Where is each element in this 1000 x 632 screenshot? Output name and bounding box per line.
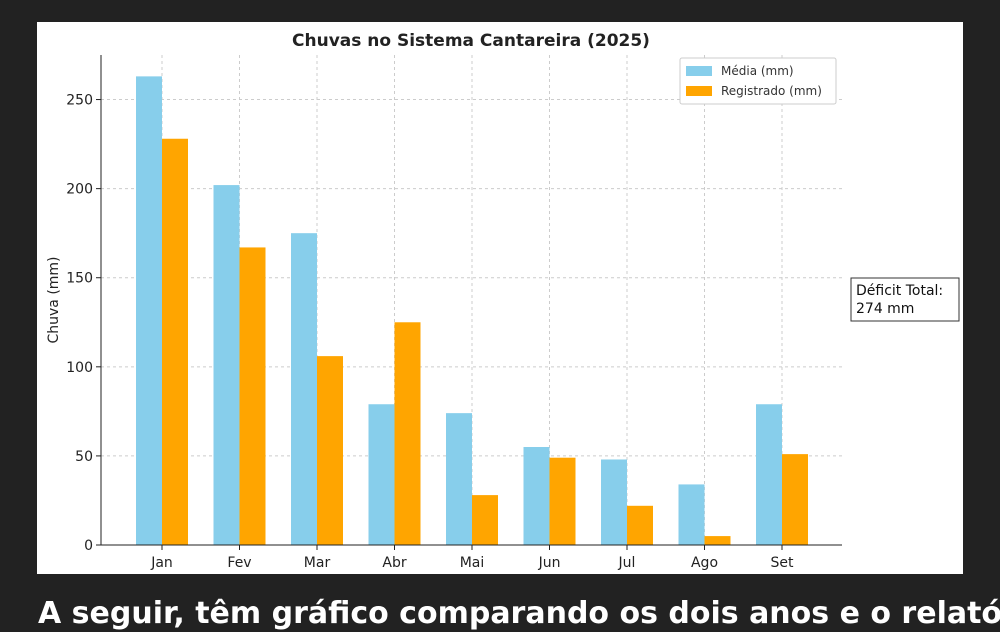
bar-media-abr [368, 404, 395, 545]
chart-title: Chuvas no Sistema Cantareira (2025) [292, 31, 650, 51]
bar-registrado-jul [627, 505, 653, 545]
bar-registrado-set [782, 454, 808, 545]
bottom-caption: A seguir, têm gráfico comparando os dois… [38, 596, 1000, 631]
x-tick-label: Ago [691, 555, 718, 571]
legend: Média (mm) Registrado (mm) [679, 57, 837, 105]
y-tick-label: 50 [75, 449, 93, 465]
x-tick-label: Set [771, 555, 795, 571]
bar-media-mar [291, 233, 317, 545]
bar-registrado-ago [704, 536, 731, 545]
bar-media-fev [213, 185, 240, 545]
annotation-box [850, 277, 960, 322]
bar-chart: 0 50 100 150 200 250 Jan Fev Mar Abr Mai Jun Jul Ago… [46, 31, 960, 571]
bar-registrado-jan [162, 138, 188, 545]
x-ticks: Jan Fev Mar Abr Mai Jun Jul Ago Set [150, 545, 794, 571]
annotation-line-2: 274 mm [856, 301, 914, 317]
bar-media-jun [523, 447, 550, 545]
bar-registrado-abr [394, 322, 421, 545]
bar-media-jul [601, 459, 627, 545]
legend-label-registrado: Registrado (mm) [721, 84, 822, 98]
annotation-line-1: Déficit Total: [856, 283, 943, 299]
legend-label-media: Média (mm) [721, 64, 794, 78]
y-tick-label: 250 [66, 93, 93, 109]
bar-registrado-jun [549, 457, 576, 545]
x-tick-label: Abr [382, 555, 406, 571]
y-tick-label: 200 [66, 182, 93, 198]
bar-registrado-mar [317, 356, 343, 545]
deficit-annotation: Déficit Total: 274 mm [850, 277, 960, 322]
bar-media-jan [136, 76, 162, 545]
y-axis-label: Chuva (mm) [46, 256, 62, 343]
x-tick-label: Mai [460, 555, 485, 571]
y-tick-label: 100 [66, 360, 93, 376]
bar-media-set [756, 404, 782, 545]
y-tick-label: 0 [84, 538, 93, 554]
y-tick-label: 150 [66, 271, 93, 287]
bar-media-mai [446, 413, 472, 545]
x-tick-label: Jul [618, 555, 636, 571]
x-tick-label: Mar [304, 555, 331, 571]
bar-registrado-mai [472, 495, 498, 545]
x-tick-label: Fev [227, 555, 251, 571]
bar-registrado-fev [239, 247, 266, 545]
x-tick-label: Jun [538, 555, 561, 571]
legend-swatch-media [686, 66, 712, 76]
bar-media-ago [678, 484, 705, 545]
y-ticks: 0 50 100 150 200 250 [66, 93, 101, 554]
chart-panel: 0 50 100 150 200 250 Jan Fev Mar Abr Mai Jun Jul Ago… [37, 22, 963, 574]
legend-swatch-registrado [686, 86, 712, 96]
legend-box [679, 57, 837, 105]
x-tick-label: Jan [150, 555, 173, 571]
bars [136, 76, 808, 545]
